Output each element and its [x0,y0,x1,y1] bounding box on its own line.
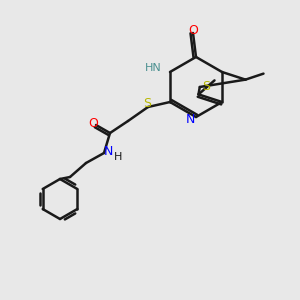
Text: S: S [143,97,151,110]
Text: N: N [103,145,113,158]
Text: S: S [202,80,210,94]
Text: HN: HN [145,63,162,73]
Text: O: O [188,25,198,38]
Text: H: H [114,152,122,162]
Text: N: N [185,112,195,125]
Text: O: O [88,116,98,130]
